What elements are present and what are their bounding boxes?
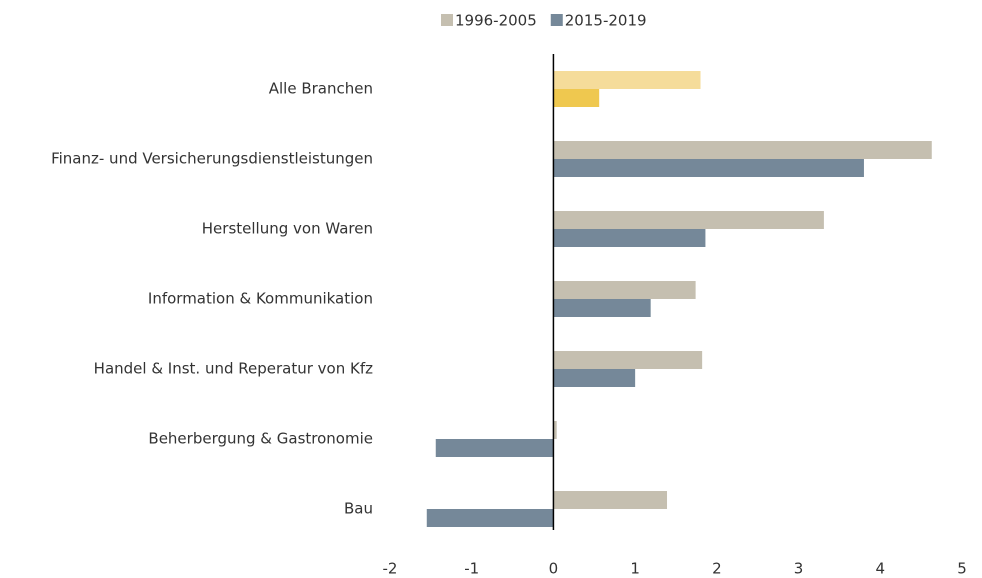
bar [553,141,932,159]
x-tick-label: -1 [464,560,479,578]
category-label: Bau [344,500,373,518]
bar [553,369,636,387]
bar [553,351,703,369]
bar [553,281,696,299]
bar [553,159,864,177]
x-tick-label: -2 [383,560,398,578]
x-tick-label: 5 [957,560,967,578]
bar [435,439,554,457]
legend-label: 1996-2005 [455,12,537,30]
category-label: Information & Kommunikation [148,290,373,308]
legend-label: 2015-2019 [565,12,647,30]
x-tick-label: 1 [630,560,640,578]
bar [553,89,600,107]
category-label: Beherbergung & Gastronomie [148,430,373,448]
x-tick-label: 0 [549,560,559,578]
bar [553,491,668,509]
category-label: Handel & Inst. und Reperatur von Kfz [94,360,373,378]
x-tick-label: 4 [876,560,886,578]
bar [553,211,824,229]
bar [553,421,557,439]
legend-swatch [550,14,563,26]
category-label: Finanz- und Versicherungsdienstleistunge… [51,150,373,168]
bar [553,71,701,89]
legend-swatch [441,14,453,26]
category-label: Herstellung von Waren [202,220,373,238]
x-tick-label: 3 [794,560,804,578]
bar [553,299,651,317]
x-tick-label: 2 [712,560,722,578]
bar [426,509,554,527]
bar [553,229,706,247]
category-label: Alle Branchen [269,80,373,98]
